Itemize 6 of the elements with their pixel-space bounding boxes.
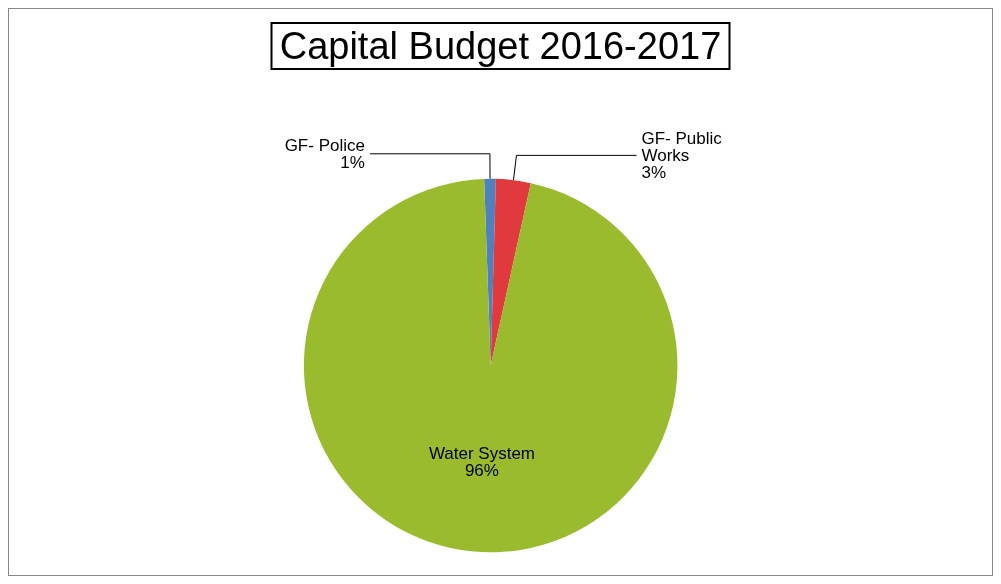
slice-label: GF- Police bbox=[284, 135, 365, 155]
chart-title: Capital Budget 2016-2017 bbox=[279, 25, 722, 67]
slice-label: GF- Public Works bbox=[641, 128, 727, 165]
data-label: 3% bbox=[641, 162, 667, 182]
data-label: 1% bbox=[340, 152, 365, 172]
slice-label: Water System bbox=[428, 443, 535, 463]
